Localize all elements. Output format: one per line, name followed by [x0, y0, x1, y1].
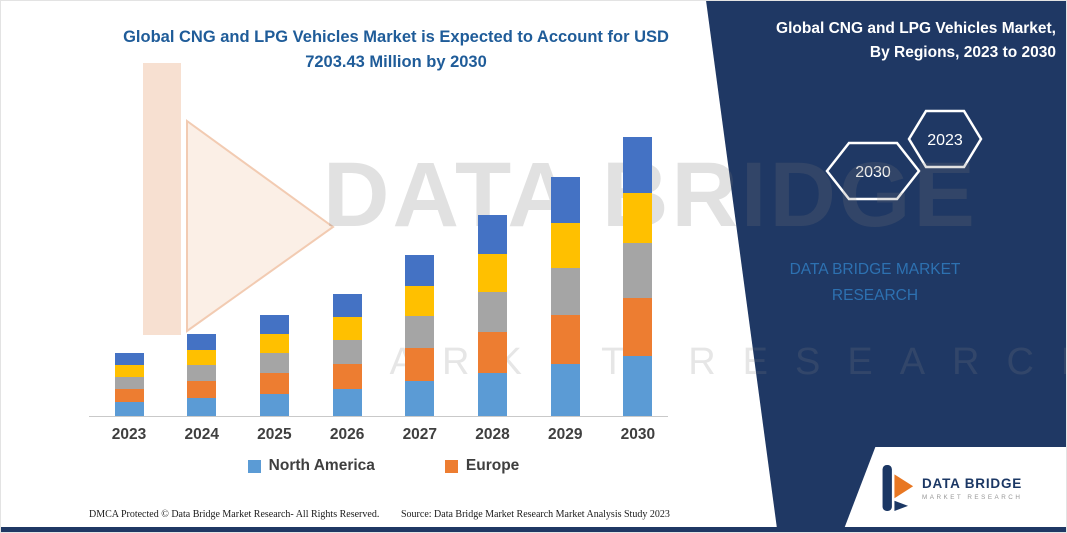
right-panel: Global CNG and LPG Vehicles Market, By R… [706, 1, 1066, 532]
bar-column [252, 315, 296, 416]
bar-segment [114, 365, 144, 378]
bar-stack-2028 [478, 215, 508, 416]
bar-segment [259, 334, 289, 354]
bar-segment [550, 364, 580, 416]
bar-stack-2030 [623, 137, 653, 416]
bar-segment [332, 293, 362, 317]
hexagon-2030-label: 2030 [855, 164, 891, 181]
bar-column [107, 353, 151, 416]
bar-segment [187, 333, 217, 350]
x-axis-label: 2027 [402, 426, 438, 443]
forecast-years-hexagons: 2023 2030 [816, 99, 991, 216]
logo-subtitle: MARKET RESEARCH [922, 493, 1023, 501]
bar-segment [478, 254, 508, 293]
bar-segment [114, 377, 144, 390]
stacked-bar-chart: 2023 2024 2025 2026 2027 2028 2029 2030 North A… [89, 104, 668, 475]
bar-segment [405, 348, 435, 381]
legend-item: Europe [444, 457, 520, 475]
bar-segment [623, 355, 653, 416]
footer-dmca-text: DMCA Protected © Data Bridge Market Rese… [89, 509, 380, 520]
bar-segment [114, 389, 144, 403]
bar-segment [623, 242, 653, 298]
footer-source-text: Source: Data Bridge Market Research Mark… [401, 509, 670, 520]
bar-segment [405, 255, 435, 287]
bar-segment [623, 137, 653, 193]
bar-segment [259, 353, 289, 374]
panel-brand-watermark-line2: RESEARCH [831, 286, 919, 304]
databridge-b-logo-icon [882, 465, 914, 511]
bar-stack-2026 [332, 293, 362, 416]
panel-brand-watermark-line1: DATA BRIDGE MARKET [789, 261, 961, 278]
legend-item: North America [247, 457, 375, 475]
bar-segment [405, 316, 435, 349]
x-axis-line [89, 416, 668, 417]
bar-column [398, 255, 442, 416]
bar-stack-2024 [187, 333, 217, 416]
bar-stack-2029 [550, 177, 580, 416]
x-axis-label: 2024 [184, 426, 219, 443]
bar-column [180, 333, 224, 416]
bar-segment [478, 292, 508, 332]
bar-stack-2023 [114, 353, 144, 416]
x-axis-label: 2030 [620, 426, 656, 443]
bar-segment [187, 350, 217, 365]
bar-segment [187, 380, 217, 398]
right-panel-title: Global CNG and LPG Vehicles Market, By R… [731, 17, 1056, 65]
legend-swatch-icon [444, 459, 458, 473]
databridge-logo: DATA BRIDGE MARKET RESEARCH [844, 447, 1066, 529]
bar-segment [259, 315, 289, 335]
bar-segment [259, 393, 289, 416]
x-axis-label: 2028 [475, 426, 510, 443]
bar-column [325, 293, 369, 416]
bar-segment [478, 215, 508, 255]
bar-segment [623, 192, 653, 243]
bar-segment [332, 363, 362, 389]
chart-title: Global CNG and LPG Vehicles Market is Ex… [123, 28, 669, 71]
bar-segment [550, 223, 580, 269]
hexagon-2030-outline-icon [825, 141, 921, 201]
bar-segment [550, 177, 580, 224]
bar-segment [187, 364, 217, 381]
plot-area [101, 104, 666, 416]
bar-segment [405, 380, 435, 416]
bar-column [543, 177, 587, 416]
bottom-accent-bar [1, 527, 1066, 532]
x-axis-labels: 2023 2024 2025 2026 2027 2028 2029 2030 [101, 426, 666, 444]
legend-label: Europe [465, 457, 520, 474]
bar-segment [405, 286, 435, 317]
hexagon-2023-outline-icon [907, 109, 983, 169]
bar-stack-2027 [405, 255, 435, 416]
bar-segment [187, 398, 217, 416]
right-panel-title-line1: Global CNG and LPG Vehicles Market, [776, 20, 1056, 37]
x-axis-label: 2023 [111, 426, 147, 443]
logo-title: DATA BRIDGE [922, 475, 1023, 491]
bar-column [616, 137, 660, 416]
chart-legend: North America Europe [101, 457, 666, 475]
right-panel-title-line2: By Regions, 2023 to 2030 [869, 44, 1056, 62]
bar-segment [550, 315, 580, 365]
legend-swatch-icon [247, 459, 261, 473]
x-axis-label: 2026 [329, 426, 365, 443]
bar-segment [478, 373, 508, 416]
bar-stack-2025 [259, 315, 289, 416]
bar-segment [259, 373, 289, 394]
bar-segment [623, 297, 653, 356]
bar-segment [114, 402, 144, 416]
bar-segment [550, 268, 580, 316]
x-axis-label: 2029 [547, 426, 583, 443]
bar-segment [478, 331, 508, 374]
bar-segment [332, 339, 362, 364]
bar-segment [114, 353, 144, 366]
hexagon-2023-label: 2023 [927, 132, 963, 149]
legend-label: North America [268, 457, 375, 474]
bar-segment [332, 388, 362, 416]
panel-brand-watermark: DATA BRIDGE MARKET RESEARCH [719, 257, 1031, 308]
bar-column [471, 215, 515, 416]
x-axis-label: 2025 [257, 426, 292, 443]
bar-segment [332, 316, 362, 340]
